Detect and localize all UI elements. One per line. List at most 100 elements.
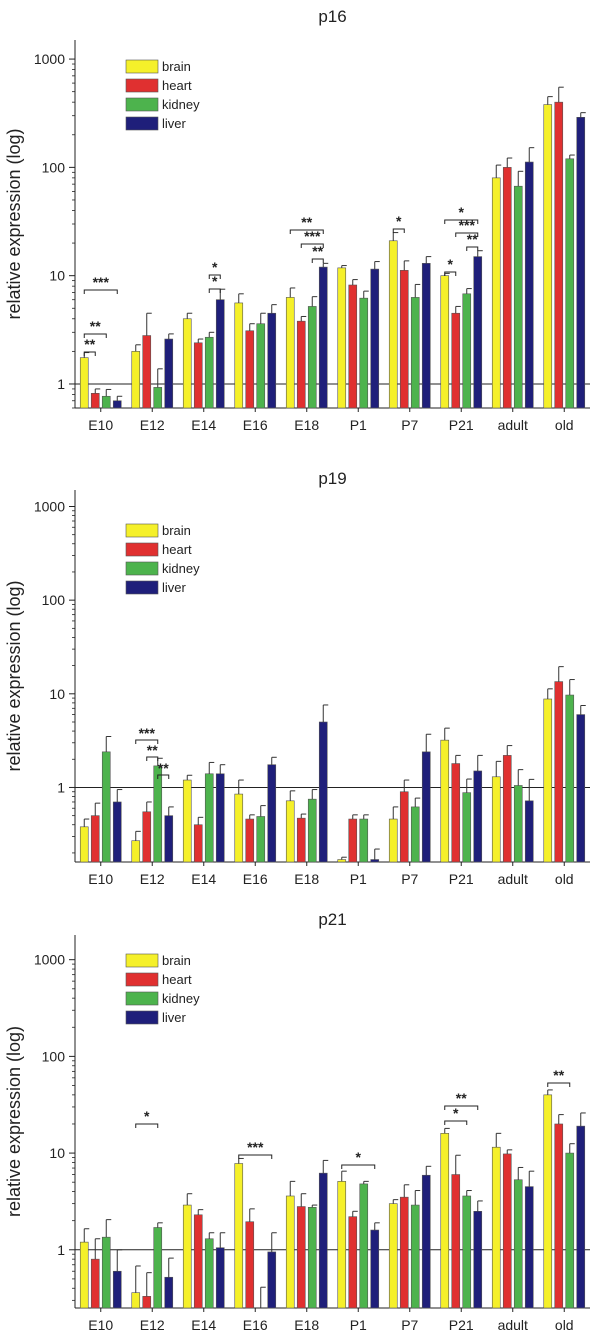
significance-label: *** [459,217,476,233]
legend-label-brain: brain [162,523,191,538]
bar-liver-E10 [112,400,122,409]
x-tick-label-P7: P7 [401,417,418,433]
bar-kidney-E10 [101,751,111,863]
significance-bracket [208,288,221,293]
bar-heart-adult [502,1153,512,1309]
bar-brain-E12 [131,351,141,409]
legend-swatch-brain [125,953,159,968]
chart-title: p19 [318,469,346,488]
x-tick-label-adult: adult [498,417,528,433]
significance-bracket [444,271,457,276]
bar-heart-E18 [296,817,306,863]
bar-liver-adult [524,161,534,409]
bar-kidney-P7 [410,297,420,409]
x-tick-label-P7: P7 [401,871,418,887]
bar-heart-P7 [399,1196,409,1309]
y-tick-label: 1000 [34,51,65,67]
significance-label: *** [304,228,321,244]
significance-label: ** [467,231,478,247]
bar-kidney-P1 [359,818,369,863]
y-axis-label: relative expression (log) [4,580,24,771]
bar-brain-P7 [388,1203,398,1309]
significance-label: * [459,204,465,220]
y-tick-label: 100 [42,159,66,175]
bar-brain-E10 [79,826,89,863]
bar-liver-adult [524,800,534,863]
bar-liver-E14 [215,1247,225,1309]
bar-kidney-adult [513,185,523,409]
legend-label-heart: heart [162,972,192,987]
significance-label: * [448,256,454,272]
legend-label-liver: liver [162,1010,187,1025]
bar-kidney-E10 [101,395,111,409]
legend-swatch-heart [125,972,159,987]
bar-liver-E10 [112,801,122,863]
significance-label: ** [158,760,169,776]
bar-kidney-old [565,694,575,863]
x-tick-label-P1: P1 [350,417,367,433]
bar-heart-E10 [90,393,100,409]
significance-label: ** [90,318,101,334]
bar-liver-E18 [318,266,328,409]
legend-label-brain: brain [162,953,191,968]
legend-label-kidney: kidney [162,561,200,576]
significance-bracket [208,274,221,279]
bar-liver-E10 [112,1270,122,1309]
chart-panel-p19: p19 relative expression (log) 1 10 100 1000 E1… [4,469,590,887]
bar-brain-E18 [285,1195,295,1309]
significance-bracket [341,1164,376,1169]
bar-brain-old [543,104,553,409]
significance-bracket [444,1105,479,1110]
x-tick-label-E14: E14 [191,871,216,887]
bar-liver-old [576,1125,586,1309]
legend-label-kidney: kidney [162,991,200,1006]
bar-heart-adult [502,755,512,863]
x-tick-label-E14: E14 [191,1317,216,1333]
bar-brain-adult [491,1146,501,1309]
legend-label-brain: brain [162,59,191,74]
bar-brain-E18 [285,297,295,409]
bar-kidney-E14 [204,1238,214,1309]
x-tick-label-E16: E16 [243,417,268,433]
bar-brain-E14 [182,318,192,409]
significance-label: *** [139,725,156,741]
y-tick-label: 1 [57,779,65,795]
chart-panel-p16: p16 relative expression (log) 1 10 100 1000 E1… [4,7,590,433]
bar-kidney-E10 [101,1236,111,1309]
bar-heart-E16 [245,818,255,863]
bar-liver-P7 [421,1174,431,1309]
bar-kidney-adult [513,1179,523,1309]
significance-label: * [212,273,218,289]
legend-swatch-kidney [125,97,159,112]
chart-title: p21 [318,910,346,929]
bar-liver-E18 [318,1172,328,1309]
bar-liver-P1 [370,1229,380,1309]
x-tick-label-E16: E16 [243,1317,268,1333]
bar-kidney-P1 [359,1183,369,1309]
bar-heart-P1 [348,1216,358,1309]
significance-label: ** [84,336,95,352]
significance-bracket [311,258,324,263]
bar-liver-P7 [421,263,431,409]
bar-heart-adult [502,167,512,409]
y-axis-label: relative expression (log) [4,128,24,319]
significance-bracket [392,228,405,233]
bar-kidney-E16 [256,323,266,409]
bar-heart-E10 [90,1258,100,1309]
bar-heart-E16 [245,330,255,409]
significance-bracket [444,1120,468,1125]
bar-heart-P21 [451,1174,461,1309]
bar-liver-P1 [370,859,380,863]
bar-brain-old [543,1094,553,1309]
bar-kidney-E12 [153,387,163,409]
x-tick-label-E18: E18 [294,1317,319,1333]
bar-kidney-E12 [153,765,163,863]
significance-label: * [453,1105,459,1121]
bar-kidney-E16 [256,816,266,863]
bar-heart-E16 [245,1221,255,1309]
significance-bracket [444,219,479,224]
bar-liver-E12 [164,815,174,863]
bar-brain-E14 [182,779,192,863]
significance-label: ** [312,243,323,259]
